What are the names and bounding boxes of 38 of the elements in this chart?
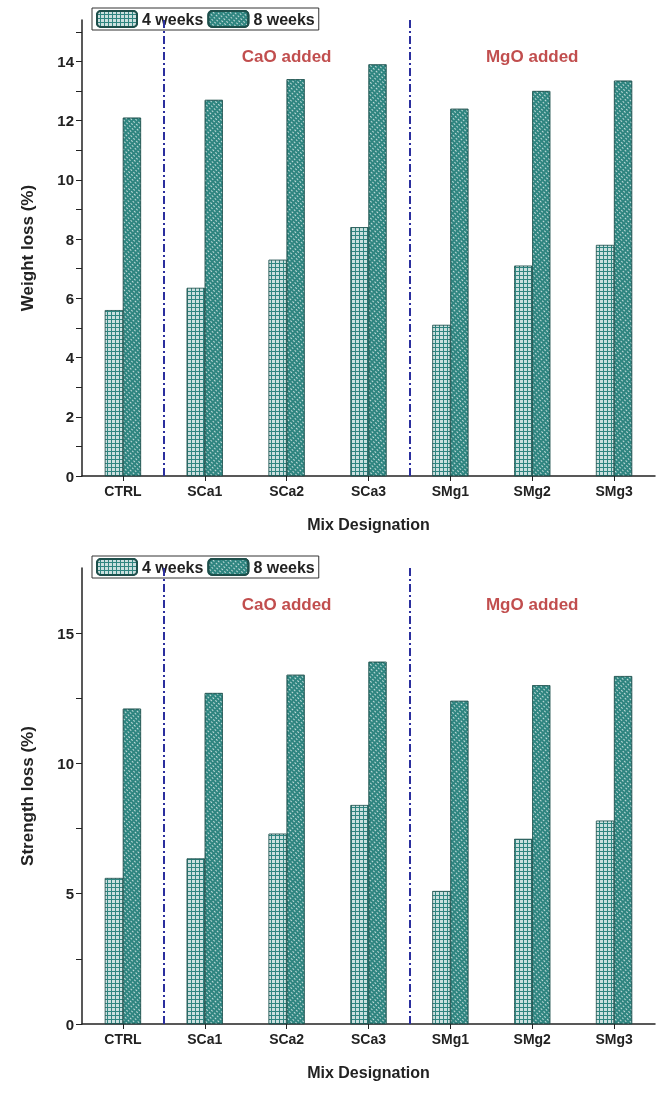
x-tick-label: SMg1 [431,1031,470,1047]
y-tick-label: 10 [57,754,74,772]
annotation: MgO added [485,46,579,66]
x-tick-label: SCa3 [350,483,387,499]
x-tick-label: SCa1 [187,1031,223,1047]
x-tick-label: SMg3 [595,483,633,499]
x-tick-label: CTRL [104,483,143,499]
legend-label: 4 weeks [142,558,204,576]
x-tick-label: SCa3 [350,1031,387,1047]
x-tick-label: CTRL [104,1031,143,1047]
legend-label: 4 weeks [142,10,204,28]
y-tick-label: 6 [65,289,74,307]
x-tick-label: SCa2 [269,483,305,499]
y-tick-label: 4 [65,349,75,367]
annotation: CaO added [241,46,332,66]
y-tick-label: 5 [65,885,74,903]
y-tick-label: 0 [65,467,74,485]
x-axis-title: Mix Designation [307,1063,430,1081]
annotation: CaO added [241,594,332,614]
y-tick-label: 14 [57,52,75,70]
y-tick-label: 0 [65,1015,74,1033]
y-axis-title: Strength loss (%) [18,726,37,866]
x-tick-label: SMg1 [431,483,470,499]
x-tick-label: SCa2 [269,1031,305,1047]
legend-label: 8 weeks [253,10,315,28]
x-axis-title: Mix Designation [307,515,430,533]
y-axis-title: Weight loss (%) [18,184,37,312]
y-tick-label: 8 [65,230,74,248]
y-tick-label: 10 [57,171,74,189]
x-tick-label: SMg3 [595,1031,633,1047]
x-tick-label: SMg2 [513,483,552,499]
legend-label: 8 weeks [253,558,315,576]
y-tick-label: 12 [57,112,74,130]
y-tick-label: 2 [65,408,74,426]
x-tick-label: SCa1 [187,483,223,499]
annotation: MgO added [485,594,579,614]
y-tick-label: 15 [57,624,74,642]
x-tick-label: SMg2 [513,1031,552,1047]
